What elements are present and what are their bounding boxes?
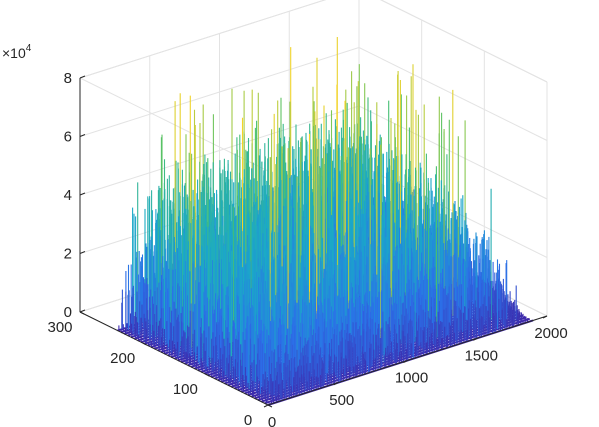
surface-mesh bbox=[117, 37, 534, 406]
back-edge bbox=[380, 0, 548, 83]
grid-line-z bbox=[79, 47, 360, 137]
grid-line-z bbox=[79, 0, 327, 79]
grid-line-z bbox=[380, 0, 548, 83]
